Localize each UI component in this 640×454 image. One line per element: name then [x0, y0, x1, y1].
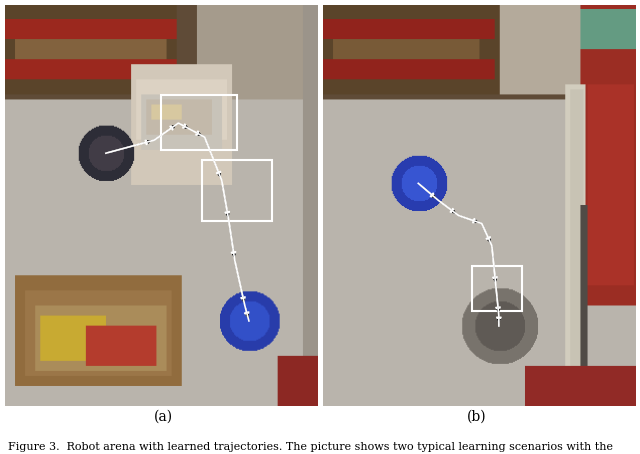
Bar [161, 95, 237, 150]
Text: (a): (a) [154, 410, 173, 423]
Text: (b): (b) [467, 410, 486, 423]
Bar [472, 266, 522, 311]
Bar [202, 160, 272, 221]
Text: Figure 3.  Robot arena with learned trajectories. The picture shows two typical : Figure 3. Robot arena with learned traje… [8, 442, 612, 452]
